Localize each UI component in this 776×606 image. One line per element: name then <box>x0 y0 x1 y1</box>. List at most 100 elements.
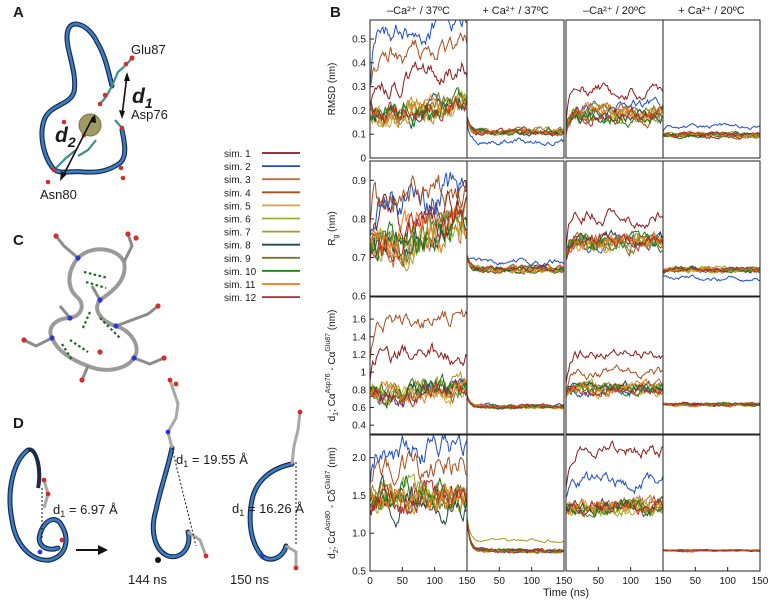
backbone-ribbon-a-highlight <box>40 22 127 174</box>
x-tick-label: 150 <box>556 576 573 587</box>
y-tick-label: 0.8 <box>352 385 366 396</box>
series-group <box>370 172 467 272</box>
series-line-sim-2 <box>370 20 467 89</box>
series-line-sim-3 <box>566 494 663 516</box>
panel-frame <box>662 296 761 435</box>
series-line-sim-12 <box>566 231 663 259</box>
panel-b: B –Ca²⁺ / 37ºC + Ca²⁺ / 37ºC –Ca²⁺ / 20ºC +… <box>325 4 769 599</box>
structure-d-150ns <box>247 409 303 571</box>
series-legend: sim. 1 sim. 2 sim. 3 sim. 4 sim. 5 sim. 6 sim.… <box>224 149 300 304</box>
series-group <box>370 20 467 129</box>
legend-label: sim. 10 <box>224 267 257 278</box>
legend-label: sim. 9 <box>224 254 251 265</box>
chart-grid: 0 0.1 0.2 0.3 0.4 0.5 RMSD (nm) 0.6 0.7 0.8 0.9 Rg … <box>325 19 769 587</box>
y-tick-label: 0.6 <box>352 403 366 414</box>
x-tick-label: 150 <box>655 576 672 587</box>
series-group <box>566 348 663 400</box>
panel-frame <box>369 19 468 159</box>
y-axis-label: d2; CαAsn80 - CδGlu87 (nm) <box>325 447 340 559</box>
y-tick-label: 0.2 <box>352 106 366 117</box>
y-tick-label: 1.5 <box>352 491 366 502</box>
series-line-sim-7 <box>467 516 564 544</box>
panel-a: A Glu87 Asp76 Asn80 d1 d2 <box>13 4 168 202</box>
series-line-sim-1 <box>566 348 663 384</box>
series-line-sim-11 <box>467 117 564 135</box>
series-group <box>467 116 564 147</box>
time-label-150ns: 150 ns <box>230 572 270 587</box>
d1-arrow-head-top <box>124 72 130 81</box>
series-group <box>663 401 760 408</box>
y-tick-label: 1.2 <box>352 350 366 361</box>
y-tick-label: 0.4 <box>352 421 366 432</box>
series-group <box>566 82 663 136</box>
series-line-sim-2 <box>663 122 760 133</box>
panel-frame <box>565 160 664 297</box>
series-line-sim-1 <box>370 61 467 108</box>
y-tick-label: 0 <box>360 154 366 165</box>
y-axis-label: d1; CαAsp76 - CαGlu87 (nm) <box>325 310 340 422</box>
y-tick-label: 0.1 <box>352 130 366 141</box>
series-line-sim-11 <box>566 377 663 398</box>
x-tick-label: 50 <box>690 576 702 587</box>
legend-label: sim. 6 <box>224 215 251 226</box>
series-line-sim-12 <box>370 479 467 516</box>
series-line-sim-12 <box>663 401 760 407</box>
series-line-sim-1 <box>566 440 663 489</box>
oxygen-atoms-a <box>45 55 135 185</box>
legend-label: sim. 11 <box>224 280 256 291</box>
series-line-sim-2 <box>467 520 564 554</box>
x-tick-label: 100 <box>622 576 639 587</box>
series-group <box>467 254 564 275</box>
panel-frame <box>662 160 761 297</box>
y-tick-label: 0.5 <box>352 567 366 578</box>
panel-frame <box>662 19 761 159</box>
residue-label-glu87: Glu87 <box>131 42 166 57</box>
distance-label-150ns: d1 = 16.26 Å <box>232 501 304 518</box>
y-tick-label: 0.7 <box>352 253 366 264</box>
series-line-sim-10 <box>467 119 564 136</box>
column-title: –Ca²⁺ / 20ºC <box>583 5 646 17</box>
column-title: –Ca²⁺ / 37ºC <box>387 5 450 17</box>
series-line-sim-12 <box>467 255 564 273</box>
series-group <box>370 435 467 529</box>
column-title: + Ca²⁺ / 20ºC <box>678 5 744 17</box>
backbone-ribbon-a <box>39 21 128 175</box>
series-line-sim-12 <box>370 97 467 125</box>
column-titles: –Ca²⁺ / 37ºC + Ca²⁺ / 37ºC –Ca²⁺ / 20ºC + C… <box>387 5 745 17</box>
series-line-sim-10 <box>370 373 467 404</box>
y-tick-label: 2.0 <box>352 453 366 464</box>
series-line-sim-11 <box>467 519 564 555</box>
panel-c: C <box>13 231 167 383</box>
series-line-sim-12 <box>566 382 663 397</box>
series-line-sim-2 <box>370 435 467 488</box>
x-tick-label: 50 <box>494 576 506 587</box>
y-axis-label: Rg (nm) <box>327 211 340 245</box>
atoms-c <box>21 231 167 383</box>
legend-label: sim. 3 <box>224 175 251 186</box>
series-line-sim-2 <box>663 274 760 283</box>
x-tick-label: 100 <box>719 576 736 587</box>
d2-label: d2 <box>55 124 76 150</box>
residue-label-asn80: Asn80 <box>40 187 77 202</box>
x-tick-label: 100 <box>523 576 540 587</box>
y-tick-label: 0.5 <box>352 35 366 46</box>
legend-label: sim. 7 <box>224 228 251 239</box>
series-line-sim-11 <box>370 488 467 514</box>
d1-arrow <box>121 74 128 117</box>
series-line-sim-10 <box>370 86 467 128</box>
sidechains-c <box>23 233 165 381</box>
series-line-sim-10 <box>370 206 467 262</box>
series-line-sim-2 <box>566 470 663 498</box>
distance-label-initial: d1 = 6.97 Å <box>53 502 118 519</box>
series-group <box>566 208 663 262</box>
series-line-sim-1 <box>370 341 467 382</box>
legend-label: sim. 1 <box>224 149 251 160</box>
y-tick-label: 1.6 <box>352 315 366 326</box>
residue-label-asp76: Asp76 <box>131 107 168 122</box>
series-line-sim-11 <box>663 131 760 139</box>
x-axis-label: Time (ns) <box>543 587 589 599</box>
d1-label: d1 <box>132 85 153 111</box>
series-group <box>370 307 467 410</box>
panel-label-c: C <box>13 232 24 249</box>
